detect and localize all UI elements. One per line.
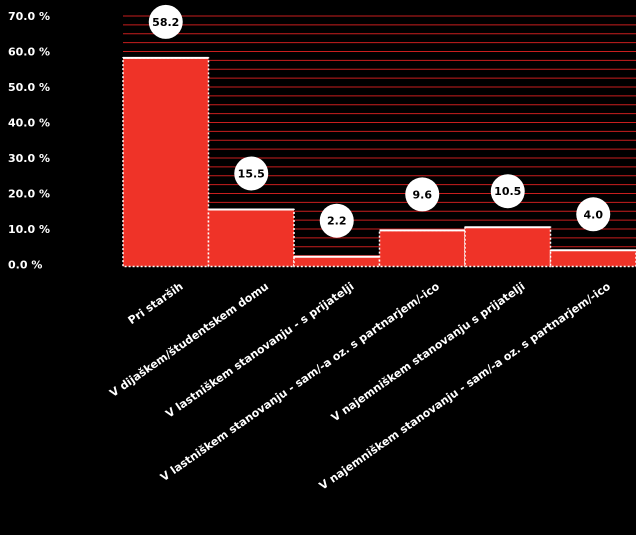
data-label-bubble <box>148 4 183 39</box>
data-labels: 58.2 15.5 2.2 9.6 10.5 4.0 <box>148 4 611 238</box>
y-tick-label: 0.0 % <box>8 259 42 272</box>
y-tick-label: 70.0 % <box>8 10 50 23</box>
bar <box>293 255 381 268</box>
bars <box>122 56 636 268</box>
data-label: 9.6 <box>413 188 433 201</box>
data-label: 10.5 <box>494 185 521 198</box>
bar <box>549 249 636 268</box>
y-tick-label: 10.0 % <box>8 223 50 236</box>
y-axis: 0.0 % 10.0 % 20.0 % 30.0 % 40.0 % 50.0 % 60.0 … <box>8 10 50 272</box>
y-tick-label: 30.0 % <box>8 152 50 165</box>
data-label-bubble <box>576 197 611 232</box>
data-label-bubble <box>234 156 269 191</box>
bar <box>378 229 466 268</box>
y-tick-label: 40.0 % <box>8 117 50 130</box>
data-label: 15.5 <box>238 167 265 180</box>
data-label: 4.0 <box>584 208 604 221</box>
y-tick-label: 50.0 % <box>8 81 50 94</box>
data-label-bubble <box>405 177 440 212</box>
data-label: 58.2 <box>152 16 179 29</box>
bar <box>464 226 552 268</box>
data-label: 2.2 <box>327 215 347 228</box>
bar <box>207 208 295 268</box>
y-tick-label: 20.0 % <box>8 188 50 201</box>
data-label-bubble <box>490 174 525 209</box>
data-label-bubble <box>319 203 354 238</box>
bar <box>122 57 210 268</box>
y-tick-label: 60.0 % <box>8 46 50 59</box>
